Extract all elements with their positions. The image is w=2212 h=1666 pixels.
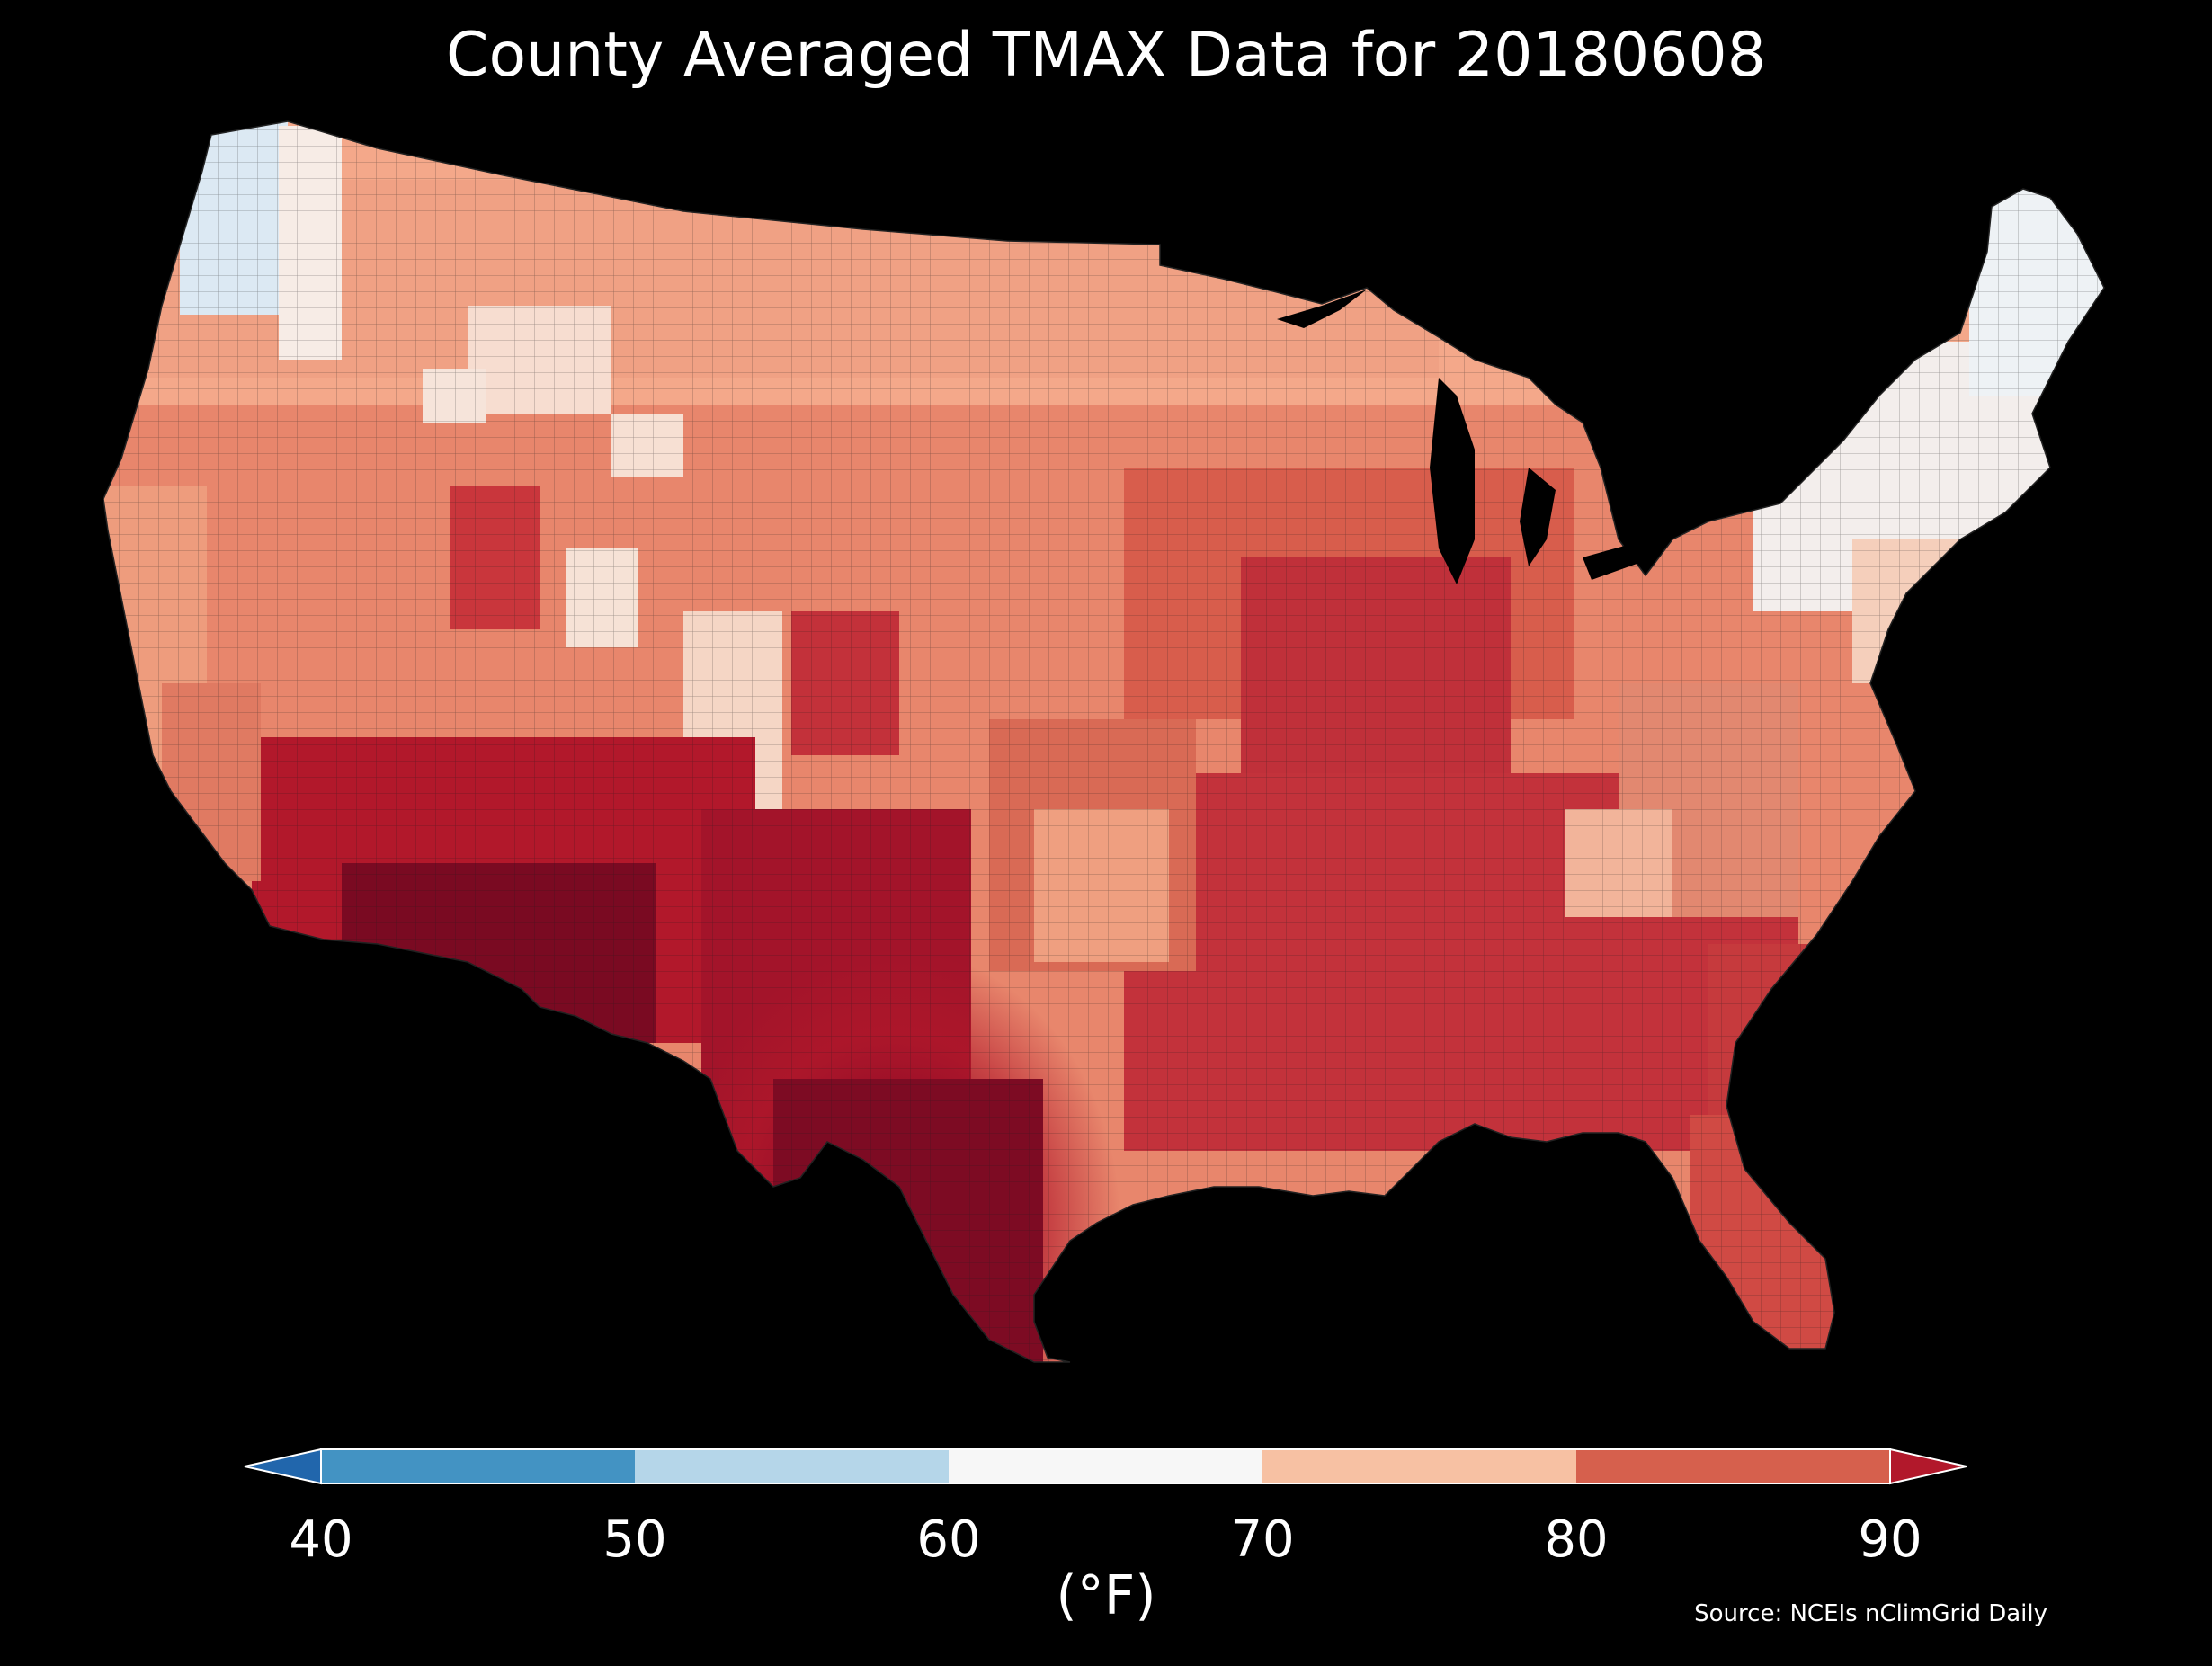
us-outline [103, 120, 2105, 1363]
colorbar-frame [320, 1448, 1891, 1484]
colorbar-bin-40-50 [321, 1449, 635, 1483]
colorbar-under-arrow [244, 1448, 322, 1485]
colorbar-tick-40: 40 [289, 1510, 353, 1569]
lake-huron [1520, 468, 1556, 566]
colorbar-bin-60-70 [949, 1449, 1262, 1483]
colorbar-over-arrow [1889, 1448, 1967, 1485]
lake-erie [1583, 535, 1663, 580]
source-credit: Source: NCEIs nClimGrid Daily [1694, 1600, 2047, 1627]
colorbar-tick-80: 80 [1544, 1510, 1609, 1569]
colorbar-bin-50-60 [635, 1449, 949, 1483]
colorbar-bin-70-80 [1262, 1449, 1576, 1483]
colorbar-tick-60: 60 [916, 1510, 981, 1569]
colorbar-tick-90: 90 [1858, 1510, 1922, 1569]
colorbar-tick-70: 70 [1230, 1510, 1295, 1569]
lake-superior [1277, 290, 1367, 328]
colorbar-unit-label: (°F) [1056, 1564, 1156, 1627]
colorbar-tick-50: 50 [602, 1510, 667, 1569]
lake-michigan [1430, 378, 1475, 584]
colorbar-bin-80-90 [1576, 1449, 1890, 1483]
map-title: County Averaged TMAX Data for 20180608 [446, 20, 1766, 91]
